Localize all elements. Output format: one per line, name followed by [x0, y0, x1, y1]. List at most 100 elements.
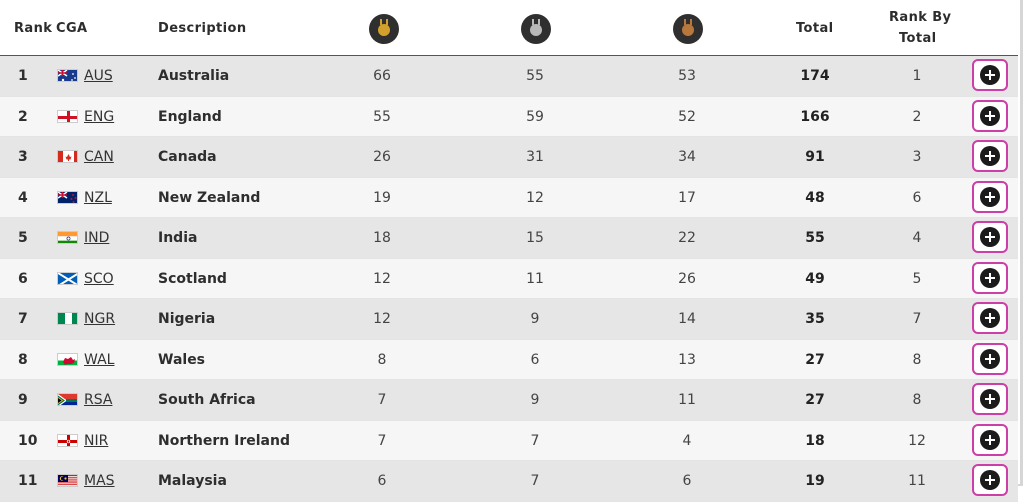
table-row: 1 AUS Australia 66 55 53 174 1 — [0, 56, 1018, 97]
flag-ind-icon — [57, 231, 78, 244]
cga-code-link[interactable]: WAL — [84, 351, 115, 368]
cga-code-link[interactable]: NIR — [84, 432, 109, 449]
bronze-count: 34 — [678, 149, 696, 165]
table-row: 5 IND India 18 15 22 55 4 — [0, 218, 1018, 259]
rank-cell: 5 — [18, 230, 28, 246]
flag-wal-icon — [57, 352, 78, 366]
cga-code-link[interactable]: IND — [84, 230, 110, 246]
cga-code-link[interactable]: MAS — [84, 473, 115, 489]
flag-sco-icon — [57, 271, 78, 285]
total-count: 55 — [805, 230, 825, 246]
table-row: 11 MAS Malaysia 6 7 6 19 11 — [0, 461, 1018, 502]
rank-by-total: 2 — [912, 108, 922, 125]
bronze-count: 53 — [678, 68, 696, 84]
flag-eng-icon — [57, 109, 78, 123]
plus-circle-icon — [980, 65, 1000, 85]
table-row: 4 NZL New Zealand 19 12 17 48 6 — [0, 177, 1018, 218]
gold-count: 12 — [373, 270, 391, 287]
header-total: Total — [796, 21, 834, 36]
bronze-count: 22 — [678, 230, 696, 246]
cga-code-link[interactable]: RSA — [84, 392, 113, 408]
country-name: Northern Ireland — [158, 432, 290, 449]
table-row: 8 WAL Wales 8 6 13 27 8 — [0, 339, 1018, 380]
cga-code-link[interactable]: SCO — [84, 270, 114, 287]
expand-row-button[interactable] — [972, 180, 1008, 213]
table-header: Rank CGA Description Total Rank By Total — [0, 0, 1018, 57]
table-row: 3 CAN Canada 26 31 34 91 3 — [0, 137, 1018, 178]
expand-row-button[interactable] — [972, 59, 1008, 91]
rank-by-total: 8 — [912, 392, 922, 408]
total-count: 91 — [805, 149, 825, 165]
rank-cell: 6 — [18, 270, 28, 287]
total-count: 174 — [800, 68, 830, 84]
expand-row-button[interactable] — [972, 221, 1008, 253]
gold-count: 26 — [373, 149, 391, 165]
expand-row-button[interactable] — [972, 423, 1008, 456]
total-count: 19 — [805, 473, 825, 489]
rank-cell: 3 — [18, 149, 28, 165]
bronze-count: 11 — [678, 392, 696, 408]
bronze-count: 14 — [678, 311, 696, 327]
rank-cell: 4 — [18, 189, 28, 206]
cga-code-link[interactable]: AUS — [84, 68, 113, 84]
header-cga: CGA — [56, 21, 88, 36]
medal-table-body: 1 AUS Australia 66 55 53 174 1 2 ENG Eng… — [0, 56, 1018, 502]
silver-count: 11 — [526, 270, 544, 287]
rank-cell: 7 — [18, 311, 28, 327]
gold-count: 6 — [377, 473, 387, 489]
gold-count: 7 — [377, 432, 387, 449]
expand-row-button[interactable] — [972, 261, 1008, 294]
cga-code-link[interactable]: NZL — [84, 189, 112, 206]
total-count: 35 — [805, 311, 825, 327]
total-count: 48 — [805, 189, 825, 206]
country-name: India — [158, 230, 198, 246]
silver-count: 59 — [526, 108, 544, 125]
plus-circle-icon — [980, 186, 1000, 207]
gold-count: 55 — [373, 108, 391, 125]
rank-cell: 11 — [18, 473, 38, 489]
silver-count: 7 — [530, 432, 540, 449]
total-count: 49 — [805, 270, 825, 287]
flag-rsa-icon — [57, 393, 78, 406]
cga-code-link[interactable]: ENG — [84, 108, 115, 125]
country-name: England — [158, 108, 222, 125]
country-name: New Zealand — [158, 189, 261, 206]
gold-count: 18 — [373, 230, 391, 246]
plus-circle-icon — [980, 348, 1000, 369]
expand-row-button[interactable] — [972, 140, 1008, 172]
plus-circle-icon — [980, 227, 1000, 247]
expand-row-button[interactable] — [972, 342, 1008, 375]
plus-circle-icon — [980, 389, 1000, 409]
silver-count: 7 — [530, 473, 540, 489]
flag-nir-icon — [57, 433, 78, 447]
rank-by-total: 3 — [912, 149, 922, 165]
bronze-count: 6 — [682, 473, 692, 489]
table-row: 9 RSA South Africa 7 9 11 27 8 — [0, 380, 1018, 421]
header-description: Description — [158, 21, 247, 36]
expand-row-button[interactable] — [972, 302, 1008, 334]
country-name: Scotland — [158, 270, 227, 287]
silver-count: 6 — [530, 351, 540, 368]
rank-cell: 2 — [18, 108, 28, 125]
table-row: 2 ENG England 55 59 52 166 2 — [0, 96, 1018, 137]
rank-by-total: 7 — [912, 311, 922, 327]
plus-circle-icon — [980, 308, 1000, 328]
country-name: Canada — [158, 149, 217, 165]
header-rank-by-total-line1: Rank By — [889, 10, 952, 25]
silver-count: 12 — [526, 189, 544, 206]
bronze-count: 52 — [678, 108, 696, 125]
expand-row-button[interactable] — [972, 464, 1008, 496]
cga-code-link[interactable]: NGR — [84, 311, 116, 327]
flag-aus-icon — [57, 69, 78, 82]
plus-circle-icon — [980, 146, 1000, 166]
plus-circle-icon — [980, 429, 1000, 450]
country-name: Nigeria — [158, 311, 216, 327]
bronze-count: 13 — [678, 351, 696, 368]
flag-nzl-icon — [57, 190, 78, 204]
plus-circle-icon — [980, 470, 1000, 490]
bronze-count: 26 — [678, 270, 696, 287]
total-count: 18 — [805, 432, 825, 449]
cga-code-link[interactable]: CAN — [84, 149, 114, 165]
expand-row-button[interactable] — [972, 383, 1008, 415]
expand-row-button[interactable] — [972, 99, 1008, 132]
